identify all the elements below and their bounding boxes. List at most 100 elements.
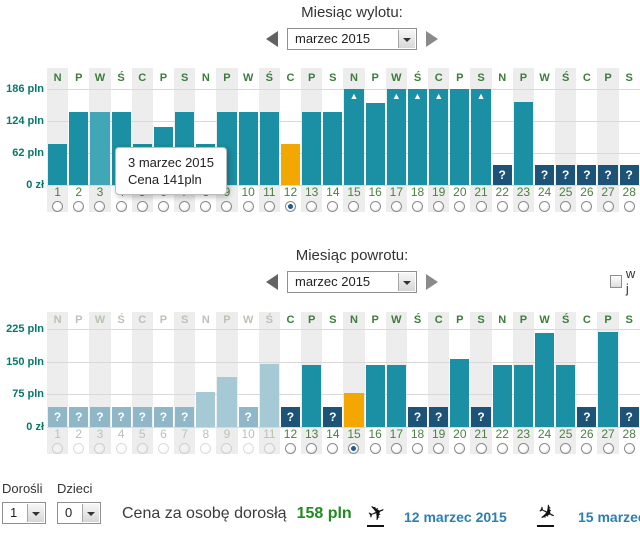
return-next-month-arrow[interactable]	[426, 274, 438, 290]
price-bar-day-18[interactable]: ?	[407, 407, 428, 427]
price-bar-day-22[interactable]	[492, 365, 512, 427]
dropdown-arrow-icon[interactable]	[398, 273, 415, 291]
price-bar-day-17[interactable]	[386, 365, 406, 427]
day-radio-25[interactable]	[560, 443, 572, 454]
price-bar-day-25[interactable]	[556, 365, 576, 427]
day-radio-14[interactable]	[327, 201, 339, 212]
day-radio-17[interactable]	[390, 443, 402, 454]
day-radio-16[interactable]	[369, 201, 381, 212]
day-radio-16[interactable]	[369, 443, 381, 454]
day-radio-21[interactable]	[475, 201, 487, 212]
day-radio-26[interactable]	[581, 443, 593, 454]
price-bar-day-23[interactable]	[513, 102, 533, 185]
children-select[interactable]: 0	[57, 502, 101, 524]
day-radio-13[interactable]	[306, 443, 318, 454]
day-radio-19[interactable]	[433, 443, 445, 454]
day-radio-19[interactable]	[433, 201, 445, 212]
day-radio-2[interactable]	[73, 201, 85, 212]
day-radio-6[interactable]	[157, 201, 169, 212]
day-radio-17[interactable]	[390, 201, 402, 212]
price-bar-day-13[interactable]	[302, 365, 322, 427]
day-radio-13[interactable]	[306, 201, 318, 212]
day-radio-18[interactable]	[412, 443, 423, 454]
price-bar-day-25[interactable]: ?	[556, 165, 576, 185]
day-radio-10[interactable]	[242, 201, 254, 212]
day-radio-27[interactable]	[602, 201, 614, 212]
one-way-checkbox[interactable]	[610, 274, 622, 288]
price-bar-day-14[interactable]	[323, 112, 343, 185]
day-radio-28[interactable]	[623, 443, 635, 454]
price-bar-day-16[interactable]	[365, 103, 385, 185]
price-bar-day-20[interactable]	[450, 359, 470, 427]
price-bar-day-12[interactable]: ?	[280, 407, 301, 427]
outbound-month-select[interactable]: marzec 2015	[287, 28, 417, 50]
price-bar-day-15[interactable]	[344, 393, 364, 427]
day-radio-14[interactable]	[327, 443, 339, 454]
price-bar-day-1[interactable]	[48, 144, 68, 185]
day-radio-24[interactable]	[539, 443, 551, 454]
price-bar-day-27[interactable]: ?	[598, 165, 618, 185]
price-bar-day-22[interactable]: ?	[492, 165, 512, 185]
day-radio-23[interactable]	[517, 201, 529, 212]
price-bar-day-16[interactable]	[365, 365, 385, 427]
dropdown-arrow-icon[interactable]	[27, 504, 44, 522]
price-bar-day-27[interactable]	[598, 332, 618, 427]
day-radio-18[interactable]	[412, 201, 423, 212]
price-bar-day-11[interactable]	[259, 112, 279, 185]
price-bar-day-26[interactable]: ?	[577, 165, 597, 185]
return-month-select[interactable]: marzec 2015	[287, 271, 417, 293]
price-bar-day-13[interactable]	[302, 112, 322, 185]
price-bar-day-3[interactable]	[90, 112, 110, 185]
day-radio-25[interactable]	[560, 201, 572, 212]
day-radio-12[interactable]	[284, 201, 296, 212]
price-bar-day-14[interactable]: ?	[323, 407, 343, 427]
day-radio-9[interactable]	[221, 201, 233, 212]
day-number: 18	[410, 185, 425, 199]
day-radio-20[interactable]	[454, 443, 466, 454]
price-bar-day-26[interactable]: ?	[577, 407, 597, 427]
day-radio-24[interactable]	[539, 201, 551, 212]
day-radio-21[interactable]	[475, 443, 487, 454]
price-bar-day-12[interactable]	[280, 144, 301, 185]
dropdown-arrow-icon[interactable]	[398, 30, 415, 48]
price-bar-day-19[interactable]: ?	[429, 407, 449, 427]
day-radio-5[interactable]	[136, 201, 148, 212]
day-radio-15[interactable]	[348, 201, 360, 212]
price-bar-day-21[interactable]	[471, 89, 491, 185]
outbound-prev-month-arrow[interactable]	[266, 31, 278, 47]
price-bar-day-28[interactable]: ?	[619, 407, 639, 427]
day-column-27: P? 27	[597, 68, 619, 212]
price-bar-day-17[interactable]	[386, 89, 406, 185]
price-bar-day-2[interactable]	[69, 112, 89, 185]
day-radio-22[interactable]	[496, 201, 508, 212]
day-radio-8[interactable]	[200, 201, 212, 212]
price-bar-day-28[interactable]: ?	[619, 165, 639, 185]
price-bar-day-24[interactable]	[534, 333, 555, 427]
price-bar-day-10[interactable]	[238, 112, 258, 185]
day-radio-22[interactable]	[496, 443, 508, 454]
return-prev-month-arrow[interactable]	[266, 274, 278, 290]
day-radio-11[interactable]	[263, 201, 275, 212]
price-bar-day-21[interactable]: ?	[471, 407, 491, 427]
outbound-next-month-arrow[interactable]	[426, 31, 438, 47]
price-bar-day-23[interactable]	[513, 365, 533, 427]
adults-select[interactable]: 1	[2, 502, 46, 524]
day-radio-7[interactable]	[179, 201, 191, 212]
day-radio-15[interactable]	[348, 443, 360, 454]
day-radio-20[interactable]	[454, 201, 466, 212]
day-radio-3[interactable]	[94, 201, 106, 212]
price-bar-day-15[interactable]	[344, 89, 364, 185]
price-bar-day-18[interactable]	[407, 89, 428, 185]
gridline	[47, 185, 640, 186]
day-radio-26[interactable]	[581, 201, 593, 212]
price-bar-day-24[interactable]: ?	[534, 165, 555, 185]
day-radio-28[interactable]	[623, 201, 635, 212]
dropdown-arrow-icon[interactable]	[82, 504, 99, 522]
price-bar-day-20[interactable]	[450, 89, 470, 185]
day-radio-1[interactable]	[52, 201, 64, 212]
day-radio-4[interactable]	[115, 201, 127, 212]
day-radio-12[interactable]	[284, 443, 296, 454]
day-radio-27[interactable]	[602, 443, 614, 454]
day-radio-23[interactable]	[517, 443, 529, 454]
price-bar-day-19[interactable]	[429, 89, 449, 185]
